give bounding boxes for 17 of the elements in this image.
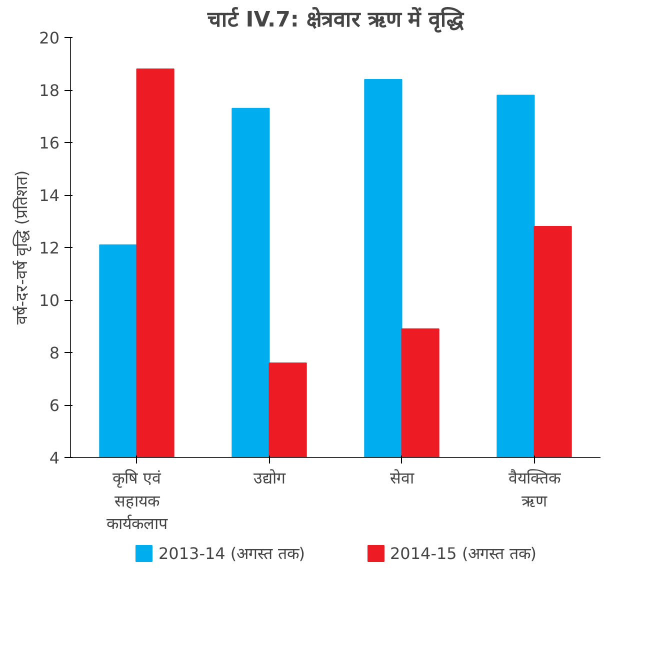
y-tick-label: 16	[39, 134, 60, 152]
x-tick-label: उद्योग	[253, 468, 286, 488]
y-tick-label: 14	[39, 186, 60, 205]
y-tick-label: 4	[49, 448, 60, 468]
y-tick-label: 10	[39, 291, 60, 310]
x-tick-label: कृषि एवं सहायक कार्यकलाप	[106, 468, 168, 534]
chart-title: चार्ट IV.7: क्षेत्रवार ऋण में वृद्धि	[206, 6, 465, 34]
x-tick-label: वैयक्तिक ऋण	[508, 468, 562, 510]
x-tick-label: सेवा	[390, 468, 415, 488]
y-tick-label: 18	[39, 81, 60, 100]
y-tick-label: 20	[39, 28, 60, 48]
y-tick-label: 8	[49, 344, 60, 362]
y-tick-label: 6	[49, 396, 60, 415]
y-tick-label: 12	[39, 238, 60, 258]
legend-label: 2014-15 (अगस्त तक)	[390, 543, 537, 564]
legend-label: 2013-14 (अगस्त तक)	[158, 543, 305, 564]
y-axis-title: वर्ष-दर-वर्ष वृद्धि (प्रतिशत)	[12, 170, 32, 325]
